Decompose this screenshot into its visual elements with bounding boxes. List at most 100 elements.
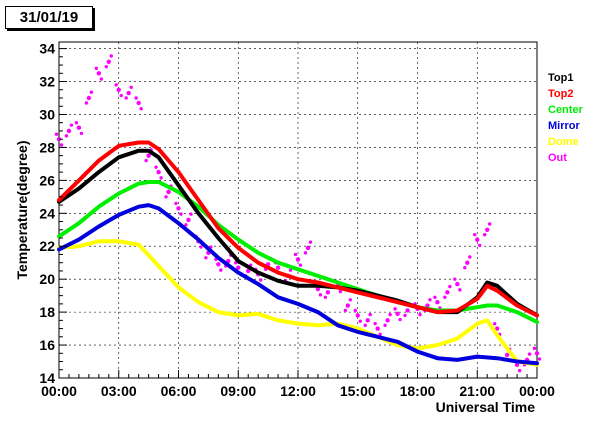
data-point	[504, 352, 510, 358]
x-tick-label: 03:00	[101, 383, 137, 399]
data-point	[358, 319, 362, 323]
data-point	[295, 257, 301, 262]
data-point	[343, 308, 347, 313]
data-point	[109, 54, 113, 58]
data-point	[448, 284, 452, 289]
data-point	[126, 90, 131, 96]
y-tick-label: 22	[39, 238, 55, 254]
data-point	[395, 311, 400, 316]
data-point	[116, 87, 121, 92]
data-point	[453, 277, 457, 281]
x-tick-label: 00:00	[519, 383, 555, 399]
data-point	[176, 206, 181, 211]
data-point	[368, 312, 372, 317]
data-point	[458, 288, 462, 292]
data-point	[534, 351, 540, 356]
x-tick-label: 09:00	[220, 383, 256, 399]
data-point	[204, 256, 208, 260]
y-tick-label: 16	[39, 337, 55, 353]
data-point	[76, 125, 82, 130]
data-point	[527, 352, 532, 356]
data-point	[184, 223, 188, 227]
data-point	[186, 217, 191, 223]
data-point	[174, 201, 178, 206]
data-point	[89, 90, 94, 94]
y-tick-label: 26	[39, 172, 55, 188]
data-point	[275, 265, 281, 270]
data-point	[66, 128, 72, 134]
data-point	[84, 101, 89, 105]
data-point	[363, 323, 367, 327]
y-tick-label: 30	[39, 106, 55, 122]
data-point	[425, 303, 430, 308]
legend-entry-center: Center	[548, 104, 583, 116]
data-point	[488, 222, 492, 226]
data-point	[445, 290, 450, 295]
data-point	[114, 83, 118, 87]
data-point	[468, 255, 472, 259]
series-mirror	[57, 203, 539, 366]
data-point	[517, 368, 522, 373]
data-point	[156, 169, 161, 175]
data-point	[305, 245, 311, 251]
data-point	[455, 281, 460, 287]
data-point	[94, 66, 99, 71]
data-point	[393, 307, 397, 311]
data-point	[139, 107, 143, 111]
legend-entry-mirror: Mirror	[548, 120, 580, 132]
legend-entry-top1: Top1	[548, 72, 574, 84]
series-line	[57, 180, 539, 324]
data-point	[54, 132, 59, 136]
data-point	[532, 346, 537, 351]
data-point	[428, 298, 432, 302]
data-point	[79, 131, 84, 136]
data-point	[119, 93, 123, 98]
data-point	[465, 260, 470, 265]
data-point	[345, 303, 350, 308]
data-point	[129, 85, 133, 89]
data-point	[383, 323, 387, 327]
data-point	[303, 251, 308, 255]
y-axis-label: Temperature(degree)	[14, 140, 30, 279]
data-point	[69, 123, 74, 127]
data-point	[325, 290, 331, 295]
data-point	[537, 357, 542, 361]
series-line	[57, 140, 539, 318]
series-line	[57, 239, 539, 367]
data-point	[435, 300, 440, 305]
data-point	[144, 158, 148, 163]
data-point	[338, 289, 343, 294]
data-point	[136, 100, 141, 106]
data-point	[166, 189, 171, 195]
data-point	[485, 227, 490, 232]
data-point	[96, 71, 102, 76]
series-line	[57, 203, 539, 366]
data-point	[179, 212, 183, 216]
data-point	[146, 153, 151, 158]
data-point	[99, 77, 104, 81]
data-point	[443, 295, 447, 299]
data-point	[293, 252, 298, 257]
data-point	[355, 313, 360, 318]
series-center	[57, 180, 539, 324]
data-point	[403, 313, 407, 318]
data-point	[353, 308, 357, 313]
data-point	[106, 59, 111, 64]
data-point	[492, 321, 497, 326]
y-tick-label: 18	[39, 304, 55, 320]
data-point	[405, 308, 410, 313]
data-point	[348, 298, 352, 302]
data-point	[418, 312, 422, 317]
data-point	[159, 176, 163, 180]
data-point	[134, 96, 138, 100]
data-point	[298, 263, 303, 267]
chart-title: 31/01/19	[5, 6, 93, 29]
data-point	[494, 326, 500, 331]
data-point	[219, 268, 223, 272]
series-dome	[57, 239, 539, 367]
series-layer	[54, 54, 542, 373]
data-point	[475, 237, 480, 242]
y-tick-label: 20	[39, 271, 55, 287]
data-point	[388, 312, 392, 317]
